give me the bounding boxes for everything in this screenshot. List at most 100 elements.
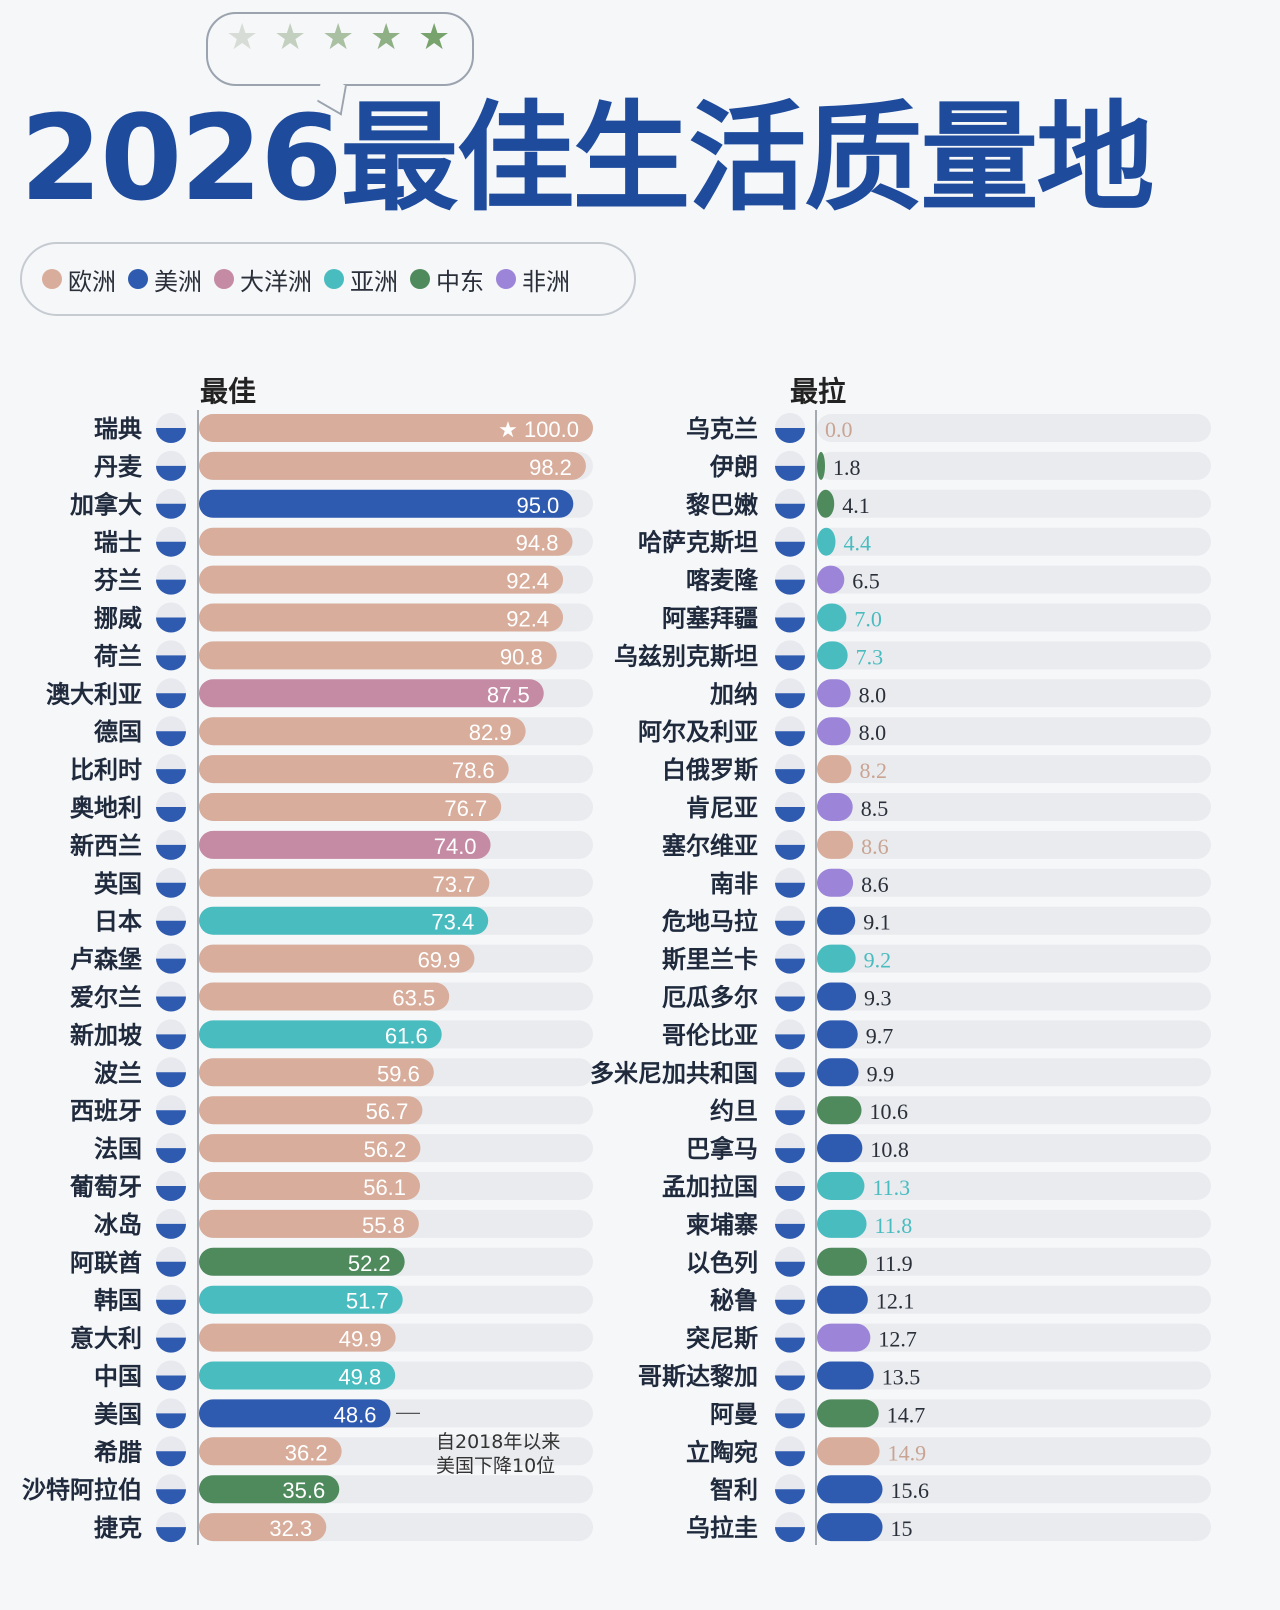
- worst-bar-track: [817, 868, 1211, 897]
- flag-band: [156, 655, 186, 671]
- worst-country-label: 约旦: [710, 1097, 758, 1125]
- best-value-label: 52.2: [348, 1251, 391, 1276]
- worst-bar-track: [817, 1209, 1211, 1238]
- worst-bar-track: [817, 944, 1211, 973]
- legend-swatch: [128, 269, 148, 289]
- best-value-label: 73.4: [431, 910, 474, 935]
- worst-bar: [817, 527, 836, 556]
- legend-item: 中东: [410, 262, 484, 297]
- worst-bar-track: [817, 1361, 1211, 1390]
- best-bar: [199, 641, 557, 670]
- best-value-label: 48.6: [334, 1402, 377, 1427]
- worst-bar-track: [817, 1323, 1211, 1352]
- best-bar: [199, 451, 586, 480]
- worst-bar-track: [817, 1475, 1211, 1504]
- legend-label: 美洲: [154, 267, 202, 296]
- country-flag-icon: [775, 1436, 805, 1467]
- worst-value-label: 14.7: [887, 1402, 926, 1427]
- best-country-label: 瑞士: [94, 529, 142, 557]
- worst-bar-track: [817, 451, 1211, 480]
- best-value-label: 92.4: [506, 569, 549, 594]
- worst-bar: [817, 1513, 883, 1542]
- best-value-label: 87.5: [487, 682, 530, 707]
- country-flag-icon: [775, 1398, 805, 1429]
- best-value-label: 78.6: [452, 758, 495, 783]
- worst-bar-track: [817, 1285, 1211, 1314]
- country-flag-icon: [156, 829, 186, 860]
- worst-value-label: 6.5: [852, 569, 880, 594]
- worst-country-label: 哈萨克斯坦: [638, 529, 758, 557]
- worst-bar: [817, 944, 856, 973]
- country-flag-icon: [775, 678, 805, 709]
- flag-band: [156, 844, 186, 860]
- best-bar: [199, 830, 491, 859]
- worst-country-label: 以色列: [686, 1249, 758, 1277]
- rating-bubble: [206, 12, 474, 86]
- best-country-label: 西班牙: [70, 1097, 142, 1125]
- worst-bar-track: [817, 1513, 1211, 1542]
- flag-band: [775, 1489, 805, 1505]
- best-country-label: 韩国: [94, 1287, 142, 1315]
- best-bar: [199, 1513, 327, 1542]
- worst-bar: [817, 1209, 867, 1238]
- flag-band: [775, 1110, 805, 1126]
- flag-band: [775, 1148, 805, 1164]
- worst-value-label: 10.6: [870, 1099, 909, 1124]
- best-bar: [199, 603, 564, 632]
- country-flag-icon: [775, 1474, 805, 1505]
- worst-country-label: 危地马拉: [662, 908, 758, 936]
- country-flag-icon: [156, 1360, 186, 1391]
- best-bar: [199, 717, 526, 746]
- worst-bar-track: [817, 565, 1211, 594]
- best-country-label: 葡萄牙: [69, 1173, 142, 1201]
- rating-star-icon: ★: [418, 17, 451, 58]
- worst-country-label: 立陶宛: [686, 1438, 758, 1466]
- worst-bar-track: [817, 1247, 1211, 1276]
- worst-value-label: 8.0: [859, 682, 887, 707]
- flag-band: [775, 769, 805, 785]
- flag-band: [775, 1451, 805, 1467]
- country-flag-icon: [156, 1171, 186, 1201]
- country-flag-icon: [156, 640, 186, 671]
- best-bar: [199, 793, 502, 821]
- flag-band: [156, 1337, 186, 1353]
- flag-band: [156, 1072, 186, 1088]
- best-bar: [199, 414, 593, 442]
- rating-star-icon: ★: [274, 17, 307, 58]
- worst-country-label: 加纳: [710, 680, 758, 708]
- rating-star-icon: ★: [370, 17, 403, 58]
- flag-band: [156, 1413, 186, 1429]
- best-value-label: 74.0: [434, 834, 477, 859]
- worst-bar-track: [817, 1058, 1211, 1087]
- us-annotation-line1: 自2018年以来: [436, 1431, 561, 1453]
- best-value-label: 56.2: [364, 1137, 407, 1162]
- country-flag-icon: [775, 640, 805, 671]
- best-country-label: 瑞典: [94, 415, 142, 443]
- region-legend: 欧洲 美洲 大洋洲 亚洲 中东 非洲: [20, 242, 636, 316]
- worst-country-label: 厄瓜多尔: [662, 984, 758, 1012]
- worst-column-title: 最拉: [790, 375, 847, 408]
- country-flag-icon: [775, 1095, 805, 1126]
- worst-value-label: 10.8: [870, 1137, 909, 1162]
- best-value-label: 69.9: [418, 948, 461, 973]
- country-flag-icon: [775, 754, 805, 785]
- worst-bar: [817, 679, 851, 708]
- best-bar: [199, 1058, 434, 1087]
- country-flag-icon: [156, 905, 186, 936]
- worst-bar: [817, 830, 854, 859]
- country-flag-icon: [775, 1208, 805, 1239]
- worst-country-label: 白俄罗斯: [662, 756, 758, 784]
- flag-band: [156, 1527, 186, 1543]
- worst-country-label: 阿塞拜疆: [662, 605, 758, 633]
- flag-band: [156, 1489, 186, 1505]
- country-flag-icon: [156, 943, 186, 974]
- worst-bar-track: [817, 1134, 1211, 1163]
- best-bar: [199, 1096, 423, 1125]
- flag-band: [775, 1034, 805, 1050]
- worst-bar-track: [817, 641, 1211, 670]
- best-bar: [199, 489, 574, 518]
- country-flag-icon: [775, 981, 805, 1012]
- best-country-label: 荷兰: [94, 642, 142, 670]
- page-title: 2026最佳生活质量地: [20, 89, 1154, 227]
